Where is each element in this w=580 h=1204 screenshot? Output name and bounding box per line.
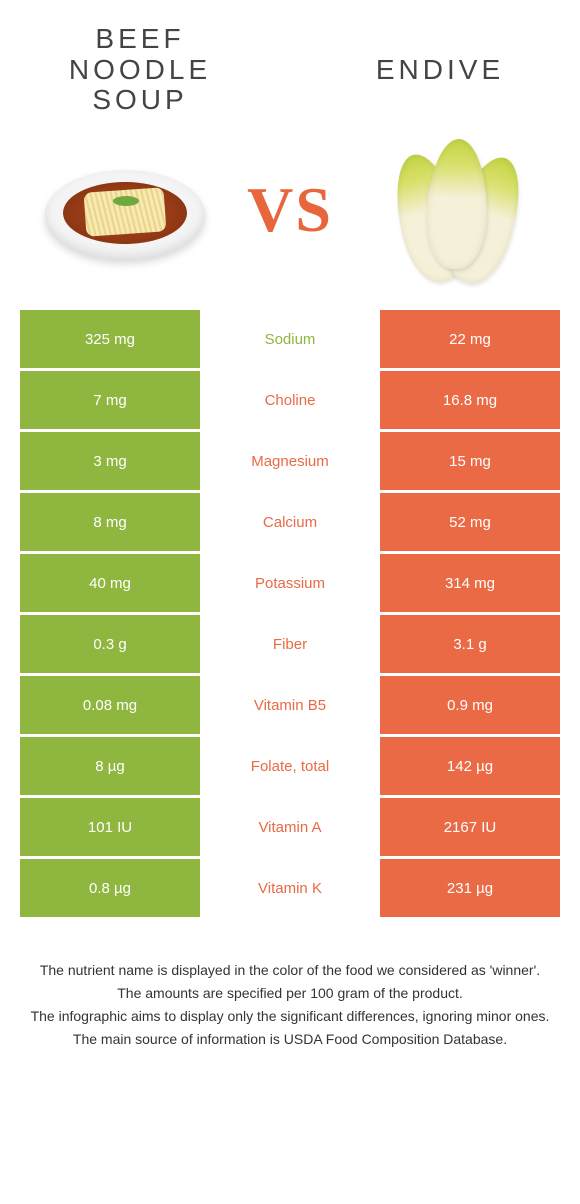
nutrient-right-value: 142 µg	[380, 737, 560, 795]
nutrient-left-value: 8 mg	[20, 493, 200, 551]
nutrient-row: 0.08 mgVitamin B50.9 mg	[20, 676, 560, 734]
nutrient-row: 3 mgMagnesium15 mg	[20, 432, 560, 490]
nutrient-row: 8 mgCalcium52 mg	[20, 493, 560, 551]
food-right-title: Endive	[340, 55, 540, 86]
nutrient-right-value: 52 mg	[380, 493, 560, 551]
food-left-title: Beef noodle soup	[40, 24, 240, 116]
nutrient-row: 325 mgSodium22 mg	[20, 310, 560, 368]
nutrient-label: Folate, total	[200, 737, 380, 795]
nutrient-right-value: 231 µg	[380, 859, 560, 917]
nutrient-row: 7 mgCholine16.8 mg	[20, 371, 560, 429]
nutrient-left-value: 0.3 g	[20, 615, 200, 673]
nutrient-left-value: 8 µg	[20, 737, 200, 795]
nutrient-label: Sodium	[200, 310, 380, 368]
food-left-image	[40, 135, 210, 285]
nutrient-left-value: 0.8 µg	[20, 859, 200, 917]
nutrient-row: 40 mgPotassium314 mg	[20, 554, 560, 612]
nutrient-right-value: 0.9 mg	[380, 676, 560, 734]
soup-bowl-icon	[45, 150, 205, 270]
nutrient-label: Potassium	[200, 554, 380, 612]
nutrient-left-value: 0.08 mg	[20, 676, 200, 734]
footnotes: The nutrient name is displayed in the co…	[0, 920, 580, 1050]
nutrient-row: 0.8 µgVitamin K231 µg	[20, 859, 560, 917]
header: Beef noodle soup Endive	[0, 20, 580, 120]
nutrient-label: Magnesium	[200, 432, 380, 490]
nutrient-label: Calcium	[200, 493, 380, 551]
nutrient-left-value: 325 mg	[20, 310, 200, 368]
footnote-line: The nutrient name is displayed in the co…	[30, 960, 550, 981]
nutrient-row: 101 IUVitamin A2167 IU	[20, 798, 560, 856]
nutrient-right-value: 16.8 mg	[380, 371, 560, 429]
nutrient-right-value: 314 mg	[380, 554, 560, 612]
nutrient-label: Fiber	[200, 615, 380, 673]
nutrient-left-value: 3 mg	[20, 432, 200, 490]
nutrient-right-value: 15 mg	[380, 432, 560, 490]
images-row: VS	[0, 120, 580, 310]
endive-icon	[375, 135, 535, 285]
nutrient-label: Vitamin K	[200, 859, 380, 917]
nutrient-label: Vitamin A	[200, 798, 380, 856]
nutrient-right-value: 22 mg	[380, 310, 560, 368]
vs-label: VS	[247, 173, 333, 247]
nutrient-row: 8 µgFolate, total142 µg	[20, 737, 560, 795]
footnote-line: The amounts are specified per 100 gram o…	[30, 983, 550, 1004]
footnote-line: The infographic aims to display only the…	[30, 1006, 550, 1027]
nutrient-left-value: 101 IU	[20, 798, 200, 856]
food-right-image	[370, 135, 540, 285]
nutrient-left-value: 7 mg	[20, 371, 200, 429]
nutrient-label: Choline	[200, 371, 380, 429]
nutrient-label: Vitamin B5	[200, 676, 380, 734]
nutrient-table: 325 mgSodium22 mg7 mgCholine16.8 mg3 mgM…	[20, 310, 560, 917]
nutrient-left-value: 40 mg	[20, 554, 200, 612]
nutrient-right-value: 2167 IU	[380, 798, 560, 856]
nutrient-right-value: 3.1 g	[380, 615, 560, 673]
nutrient-row: 0.3 gFiber3.1 g	[20, 615, 560, 673]
footnote-line: The main source of information is USDA F…	[30, 1029, 550, 1050]
